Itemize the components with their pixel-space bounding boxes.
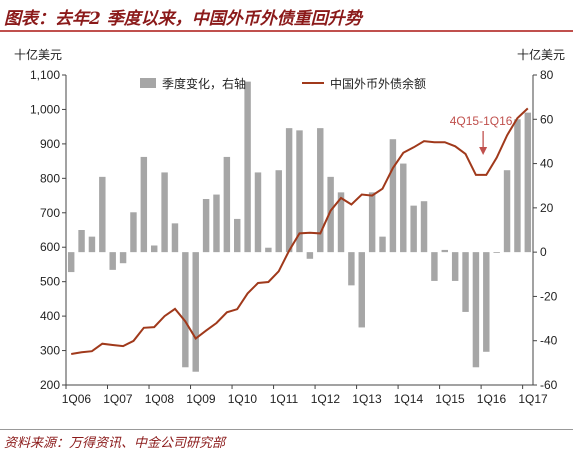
chart-axes: [62, 74, 537, 389]
x-tick-label: 1Q09: [186, 392, 216, 406]
right-tick-label: -40: [540, 334, 558, 348]
bar: [348, 252, 355, 286]
bar: [254, 172, 262, 253]
bar: [451, 252, 459, 281]
bar: [368, 192, 376, 253]
left-tick-label: 600: [40, 240, 60, 254]
x-tick-label: 1Q11: [270, 392, 299, 406]
x-tick-label: 1Q06: [62, 392, 92, 406]
title-divider: [0, 30, 573, 32]
left-axis-unit: 十亿美元: [14, 47, 62, 62]
chart: 十亿美元 十亿美元2003004005006007008009001,0001,1…: [14, 47, 565, 406]
bar: [441, 249, 449, 253]
bar: [202, 199, 210, 253]
bar: [389, 139, 397, 253]
right-tick-label: 40: [540, 157, 554, 171]
left-tick-label: 1,000: [30, 102, 60, 116]
right-tick-label: 60: [540, 112, 554, 126]
x-tick-label: 1Q08: [145, 392, 175, 406]
chart-annotations: 4Q15-1Q16: [450, 114, 513, 155]
left-tick-label: 800: [40, 171, 60, 185]
right-tick-label: -60: [540, 378, 558, 392]
bar: [306, 252, 314, 259]
bar: [150, 245, 158, 253]
bar: [410, 205, 417, 253]
bar: [213, 194, 220, 253]
bar: [358, 252, 365, 328]
bar: [244, 81, 251, 253]
chart-title: 图表：去年2 季度以来，中国外币外债重回升势: [4, 9, 362, 29]
bar-series: [67, 81, 532, 372]
bar: [171, 223, 179, 253]
left-tick-label: 1,100: [30, 68, 60, 82]
bar: [493, 252, 500, 253]
bar: [182, 252, 189, 368]
bar: [88, 236, 96, 253]
right-tick-label: 20: [540, 201, 554, 215]
bar: [337, 192, 345, 253]
bar: [265, 247, 272, 253]
legend-label-line: 中国外币外债余额: [330, 76, 426, 91]
left-tick-label: 900: [40, 137, 60, 151]
right-tick-label: -20: [540, 289, 558, 303]
x-tick-label: 1Q13: [352, 392, 382, 406]
bar: [161, 172, 168, 253]
left-tick-label: 300: [40, 344, 60, 358]
right-tick-label: 80: [540, 68, 554, 82]
bar: [296, 130, 303, 253]
bar: [327, 176, 334, 253]
bar: [514, 119, 521, 253]
bar: [78, 230, 85, 253]
chart-ticks: 十亿美元 十亿美元2003004005006007008009001,0001,1…: [14, 47, 565, 406]
bar: [140, 156, 148, 253]
annotation-arrow-head: [479, 147, 488, 155]
bar: [223, 156, 231, 253]
x-tick-label: 1Q07: [103, 392, 133, 406]
x-tick-label: 1Q14: [394, 392, 424, 406]
bar: [119, 252, 127, 264]
bar: [234, 218, 241, 253]
bar: [472, 252, 480, 368]
left-tick-label: 200: [40, 378, 60, 392]
bar: [275, 170, 282, 253]
bar: [420, 201, 428, 253]
chart-legend: 季度变化，右轴 中国外币外债余额: [140, 76, 426, 91]
left-tick-label: 500: [40, 275, 60, 289]
line-series: [71, 107, 529, 355]
right-axis-unit: 十亿美元: [517, 47, 565, 62]
bar: [67, 252, 75, 273]
legend-swatch-bar: [140, 78, 156, 88]
bar: [462, 252, 469, 312]
legend-label-bar: 季度变化，右轴: [162, 76, 246, 91]
bar: [400, 163, 407, 253]
bar: [317, 128, 324, 253]
bar: [99, 176, 106, 253]
x-tick-label: 1Q17: [518, 392, 548, 406]
left-tick-label: 700: [40, 206, 60, 220]
footer-divider: [0, 429, 573, 430]
bar: [431, 252, 438, 281]
bar: [285, 128, 293, 253]
x-tick-label: 1Q10: [228, 392, 258, 406]
bar: [379, 236, 386, 253]
right-tick-label: 0: [540, 245, 547, 259]
x-tick-label: 1Q15: [435, 392, 465, 406]
left-tick-label: 400: [40, 309, 60, 323]
bar: [192, 252, 199, 372]
bar: [109, 252, 116, 270]
x-tick-label: 1Q12: [311, 392, 341, 406]
bar: [503, 170, 511, 253]
bar: [483, 252, 490, 352]
annotation-label: 4Q15-1Q16: [450, 114, 513, 128]
source-note: 资料来源：万得资讯、中金公司研究部: [4, 436, 226, 451]
bar: [130, 212, 137, 253]
x-tick-label: 1Q16: [477, 392, 507, 406]
bar: [524, 112, 532, 253]
line-path: [71, 107, 529, 355]
